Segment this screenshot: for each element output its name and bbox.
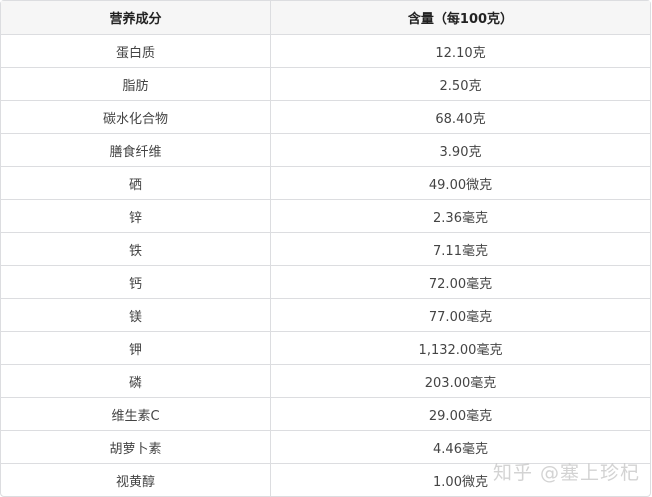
amount-cell: 68.40克 [271,101,650,134]
nutrient-cell: 钙 [1,266,271,299]
table-row: 视黄醇 1.00微克 [1,464,650,496]
table-row: 蛋白质 12.10克 [1,35,650,68]
table-row: 磷 203.00毫克 [1,365,650,398]
nutrient-cell: 铁 [1,233,271,266]
nutrient-cell: 镁 [1,299,271,332]
header-row: 营养成分 含量（每100克） [1,1,650,35]
nutrient-cell: 钾 [1,332,271,365]
table-row: 钙 72.00毫克 [1,266,650,299]
header-amount: 含量（每100克） [271,1,650,35]
amount-cell: 49.00微克 [271,167,650,200]
amount-cell: 29.00毫克 [271,398,650,431]
nutrient-cell: 锌 [1,200,271,233]
nutrient-cell: 碳水化合物 [1,101,271,134]
nutrient-cell: 视黄醇 [1,464,271,496]
nutrient-cell: 硒 [1,167,271,200]
amount-cell: 77.00毫克 [271,299,650,332]
amount-cell: 1.00微克 [433,474,488,490]
table-row: 脂肪 2.50克 [1,68,650,101]
nutrient-cell: 脂肪 [1,68,271,101]
nutrient-cell: 胡萝卜素 [1,431,271,464]
amount-cell: 7.11毫克 [271,233,650,266]
table-row: 碳水化合物 68.40克 [1,101,650,134]
table-row: 铁 7.11毫克 [1,233,650,266]
amount-cell: 203.00毫克 [271,365,650,398]
watermark: 知乎 @塞上珍杞 [493,462,641,484]
nutrient-cell: 磷 [1,365,271,398]
nutrient-cell: 膳食纤维 [1,134,271,167]
nutrient-cell: 维生素C [1,398,271,431]
table-row: 硒 49.00微克 [1,167,650,200]
amount-cell: 3.90克 [271,134,650,167]
table-row: 锌 2.36毫克 [1,200,650,233]
amount-cell: 2.36毫克 [271,200,650,233]
amount-cell: 1,132.00毫克 [271,332,650,365]
table-row: 镁 77.00毫克 [1,299,650,332]
nutrient-cell: 蛋白质 [1,35,271,68]
header-nutrient: 营养成分 [1,1,271,35]
table-row: 维生素C 29.00毫克 [1,398,650,431]
table-row: 膳食纤维 3.90克 [1,134,650,167]
table-row: 钾 1,132.00毫克 [1,332,650,365]
amount-cell: 2.50克 [271,68,650,101]
amount-cell: 4.46毫克 [271,431,650,464]
amount-cell: 12.10克 [271,35,650,68]
table-row: 胡萝卜素 4.46毫克 [1,431,650,464]
amount-cell: 72.00毫克 [271,266,650,299]
